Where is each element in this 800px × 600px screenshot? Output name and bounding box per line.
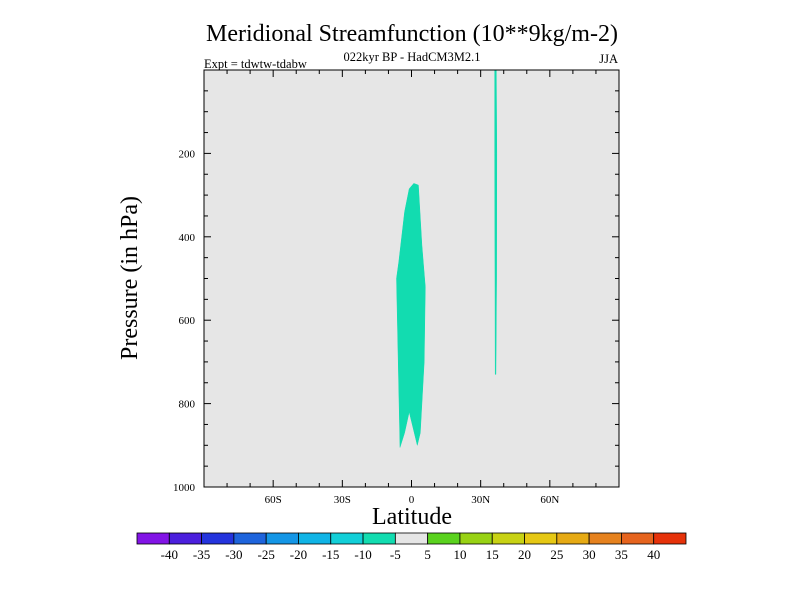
colorbar <box>136 532 687 545</box>
colorbar-label: 30 <box>583 547 596 562</box>
colorbar-swatch <box>524 532 558 545</box>
colorbar-label: -15 <box>322 547 339 562</box>
colorbar-label: -5 <box>390 547 401 562</box>
colorbar-swatch <box>201 532 235 545</box>
colorbar-swatch <box>265 532 299 545</box>
colorbar-labels: -40 -35 -30 -25 -20 -15 -10 -5 5 10 15 20 25 30 35 40 <box>161 547 661 562</box>
x-tick-label: 0 <box>409 494 415 506</box>
x-tick-label: 30S <box>334 494 351 506</box>
season-label: JJA <box>599 52 618 66</box>
x-tick-label: 60S <box>265 494 282 506</box>
x-tick-label: 60N <box>540 494 559 506</box>
colorbar-label: -30 <box>225 547 242 562</box>
colorbar-label: 5 <box>424 547 431 562</box>
experiment-label: Expt = tdwtw-tdabw <box>204 57 307 71</box>
colorbar-label: -20 <box>290 547 307 562</box>
colorbar-label: -25 <box>258 547 275 562</box>
colorbar-swatch <box>427 532 461 545</box>
x-tick-label: 30N <box>471 494 490 506</box>
colorbar-label: 15 <box>486 547 499 562</box>
equatorial-negative-cell <box>396 183 426 448</box>
colorbar-swatch <box>298 532 332 545</box>
colorbar-swatch <box>136 532 170 545</box>
colorbar-label: 10 <box>453 547 466 562</box>
colorbar-swatch <box>459 532 493 545</box>
plot-area: 60S 30S 0 30N 60N 200 400 600 800 1000 <box>173 69 620 506</box>
colorbar-swatch <box>233 532 267 545</box>
y-tick-label: 600 <box>179 315 196 327</box>
chart-title: Meridional Streamfunction (10**9kg/m-2) <box>206 21 618 47</box>
colorbar-label: -35 <box>193 547 210 562</box>
y-tick-label: 800 <box>179 399 196 411</box>
colorbar-swatch <box>168 532 202 545</box>
axis-ticks <box>204 70 619 487</box>
y-tick-label: 200 <box>179 148 196 160</box>
colorbar-swatch <box>621 532 655 545</box>
colorbar-label: 25 <box>550 547 563 562</box>
colorbar-swatch <box>394 532 429 545</box>
axis-tick-labels: 60S 30S 0 30N 60N 200 400 600 800 1000 <box>173 148 559 506</box>
northern-narrow-cell <box>494 69 498 375</box>
colorbar-label: 40 <box>647 547 660 562</box>
y-axis-label: Pressure (in hPa) <box>117 196 143 360</box>
contour-regions <box>396 69 498 448</box>
colorbar-label: 20 <box>518 547 531 562</box>
colorbar-label: -10 <box>354 547 371 562</box>
chart-subtitle: 022kyr BP - HadCM3M2.1 <box>343 50 480 64</box>
colorbar-swatch <box>588 532 622 545</box>
colorbar-label: -40 <box>161 547 178 562</box>
colorbar-swatch <box>491 532 525 545</box>
colorbar-swatch <box>362 532 396 545</box>
colorbar-swatch <box>330 532 364 545</box>
colorbar-swatch <box>556 532 590 545</box>
colorbar-swatch <box>653 532 687 545</box>
y-tick-label: 1000 <box>173 482 196 494</box>
colorbar-label: 35 <box>615 547 628 562</box>
y-tick-label: 400 <box>179 232 196 244</box>
x-axis-label: Latitude <box>372 504 452 530</box>
